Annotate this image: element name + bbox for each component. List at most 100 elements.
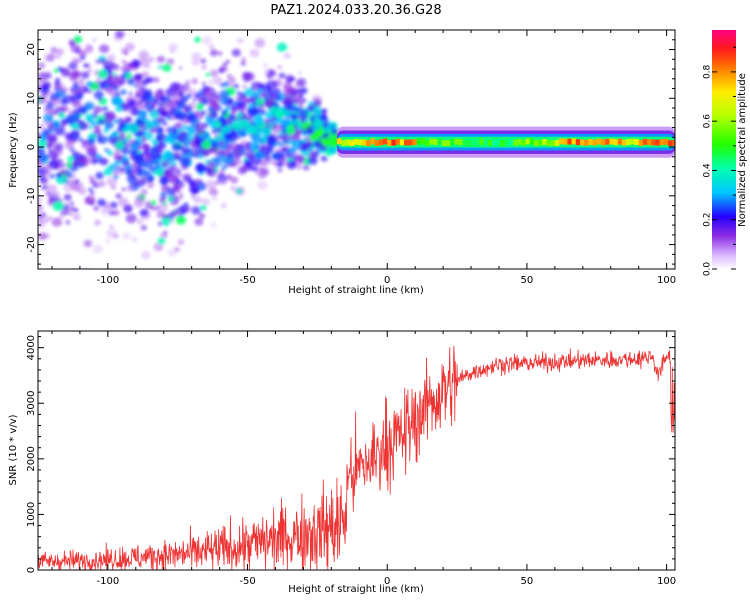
spectrogram-cell: [62, 203, 69, 210]
spectrogram-cell: [135, 118, 144, 126]
spectrogram-cell: [288, 95, 299, 105]
spectrogram-cell: [68, 211, 74, 216]
spectrogram-cell: [38, 147, 46, 156]
spectrogram-cell: [125, 103, 131, 109]
spectrogram-cell: [173, 130, 178, 134]
spectrogram-cell: [194, 93, 201, 99]
spectrogram-cell: [118, 117, 123, 122]
spectrogram-cell: [201, 64, 208, 70]
spectrogram-cell: [221, 109, 228, 115]
spectrogram-cell: [218, 119, 228, 128]
spectrogram-cell: [230, 104, 237, 110]
spectrogram-cell: [238, 105, 243, 110]
spectrogram-cell: [59, 207, 70, 216]
spectrogram-cell: [71, 184, 81, 192]
spectrogram-cell: [156, 55, 166, 64]
spectrogram-cell: [124, 116, 133, 124]
spectrogram-cell: [575, 139, 581, 146]
spectrogram-cell: [62, 87, 69, 93]
spectrogram-cell: [168, 43, 178, 52]
spectrogram-cell: [38, 80, 43, 84]
spectrogram-cell: [508, 140, 514, 147]
spectrogram-cell: [475, 139, 480, 146]
spectrogram-cell: [235, 99, 246, 109]
spectrogram-cell: [175, 211, 181, 216]
spectrogram-cell: [263, 96, 268, 101]
spectrogram-cell: [235, 96, 241, 101]
spectrogram-cell: [99, 58, 106, 65]
spectrogram-cell: [38, 154, 49, 163]
spectrogram-cell: [154, 164, 160, 170]
spectrogram-cell: [113, 119, 118, 124]
spectrogram-cell: [222, 62, 227, 67]
spectrogram-cell: [244, 88, 255, 97]
spectrogram-cell: [168, 139, 175, 144]
spectrogram-cell: [201, 198, 210, 206]
spectrogram-cell: [241, 132, 247, 137]
spectrogram-cell: [114, 130, 118, 134]
spectrogram-cell: [191, 52, 202, 61]
spectrogram-cell: [84, 101, 95, 111]
spectrogram-cell: [108, 210, 115, 216]
spectrogram-cell: [297, 165, 303, 170]
spectrogram-cell: [117, 134, 127, 143]
spectrogram-cell: [83, 239, 93, 248]
spectrogram-cell: [241, 165, 250, 172]
spectrogram-cell: [205, 179, 217, 189]
spectrogram-cell: [127, 62, 134, 68]
spectrogram-cell: [178, 195, 184, 199]
spectrogram-cell: [567, 138, 572, 145]
spectrogram-cell: [78, 162, 84, 168]
spectrogram-cell: [145, 121, 155, 130]
spectrogram-cell: [412, 139, 417, 146]
x-tick-label: 100: [657, 576, 676, 587]
spectrogram-cell: [232, 101, 237, 105]
spectrogram-cell: [65, 220, 71, 225]
spectrogram-cell: [609, 138, 614, 145]
spectrogram-cell: [93, 206, 100, 211]
spectrogram-cell: [88, 125, 93, 130]
spectrogram-cell: [131, 236, 138, 243]
spectrogram-cell: [241, 71, 251, 79]
spectrogram-cell: [177, 89, 185, 96]
spectrogram-cell: [89, 200, 95, 206]
spectrogram-cell: [357, 139, 363, 146]
spectrogram-cell: [121, 59, 127, 64]
spectrogram-cell: [232, 147, 244, 158]
spectrogram-cell: [330, 128, 339, 135]
spectrogram-cell: [69, 201, 74, 206]
spectrogram-cell: [72, 81, 78, 86]
spectrogram-cell: [630, 138, 635, 145]
spectrogram-cell: [53, 83, 62, 91]
spectrogram-cell: [441, 140, 447, 146]
spectrogram-cell: [141, 80, 148, 86]
spectrogram-cell: [204, 91, 213, 99]
x-tick-label: -50: [239, 275, 255, 286]
spectrogram-cell: [89, 175, 94, 180]
spectrogram-cell: [181, 124, 188, 130]
x-axis-label: Height of straight line (km): [288, 285, 424, 296]
spectrogram-cell: [302, 164, 310, 171]
spectrogram-cell: [294, 141, 299, 146]
spectrogram-cell: [52, 201, 64, 211]
spectrogram-cell: [191, 194, 196, 198]
spectrogram-cell: [236, 188, 242, 194]
spectrogram-cell: [40, 177, 46, 182]
spectrogram-cell: [278, 72, 286, 79]
spectrogram-cell: [601, 139, 606, 146]
spectrogram-cell: [124, 168, 133, 176]
spectrogram-cells: [38, 30, 675, 269]
spectrogram-cell: [64, 132, 72, 139]
spectrogram-cell: [159, 96, 166, 102]
spectrogram-cell: [268, 97, 274, 103]
spectrogram-cell: [51, 158, 61, 167]
spectrogram-cell: [43, 120, 48, 125]
spectrogram-cell: [121, 187, 126, 192]
chart-title: PAZ1.2024.033.20.36.G28: [270, 3, 441, 18]
spectrogram-cell: [83, 86, 89, 92]
spectrogram-cell: [313, 99, 322, 107]
spectrogram-cell: [228, 81, 235, 88]
